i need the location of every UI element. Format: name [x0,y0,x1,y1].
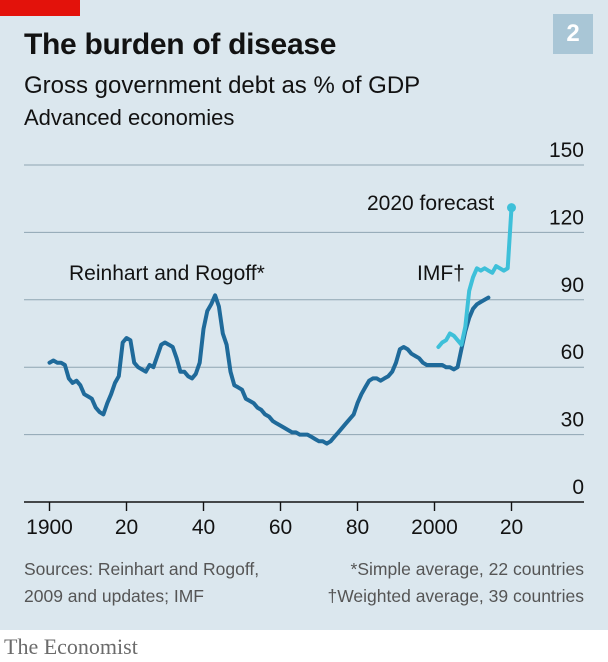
note-simple-average: *Simple average, 22 countries [350,559,584,579]
x-tick-label: 60 [269,516,292,539]
series-line-reinhart-rogoff [47,293,491,446]
sources-line-1: Sources: Reinhart and Rogoff, [24,559,260,579]
chart-subtitle: Gross government debt as % of GDP [24,72,421,99]
brand-red-tab [0,0,80,16]
chart-notes: *Simple average, 22 countries †Weighted … [327,556,584,610]
forecast-point [507,203,516,213]
chart-sources: Sources: Reinhart and Rogoff, 2009 and u… [24,556,259,610]
chart-title: The burden of disease [24,28,337,61]
sources-line-2: 2009 and updates; IMF [24,586,204,606]
line-chart: 0 30 60 90 120 150 1900 20 40 60 80 2000 20 Reinhart … [24,139,584,539]
x-tick-label: 20 [500,516,523,539]
annotation-2020-forecast: 2020 forecast [367,192,494,215]
series-label-reinhart-rogoff: Reinhart and Rogoff* [69,262,265,285]
y-tick-label: 60 [561,341,584,364]
x-tick-label: 40 [192,516,215,539]
y-tick-label: 150 [549,139,584,162]
brand-wordmark: The Economist [4,634,138,659]
note-weighted-average: †Weighted average, 39 countries [327,586,584,606]
x-tick-label: 1900 [26,516,73,539]
y-tick-label: 90 [561,274,584,297]
series-line-imf [436,205,514,349]
y-tick-label: 30 [561,409,584,432]
chart-number-badge: 2 [553,14,593,54]
x-tick-label: 2000 [411,516,458,539]
y-tick-label: 0 [572,476,584,499]
y-tick-label: 120 [549,206,584,229]
x-tick-label: 80 [346,516,369,539]
x-tick-label: 20 [115,516,138,539]
chart-subtitle-secondary: Advanced economies [24,105,235,130]
series-label-imf: IMF† [417,262,465,285]
chart-panel [0,0,608,630]
